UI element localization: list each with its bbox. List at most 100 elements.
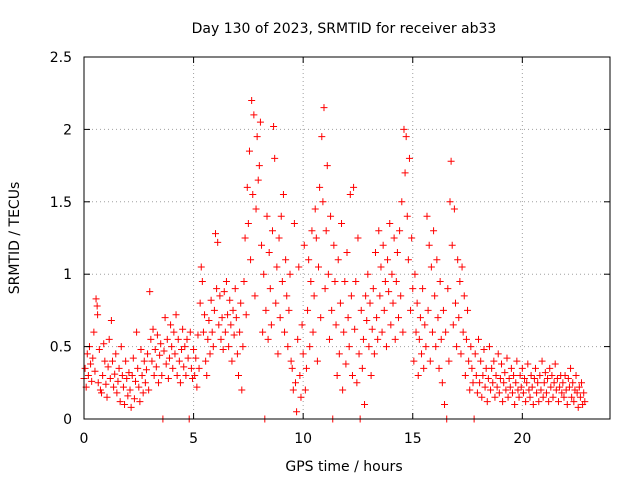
data-point: [173, 372, 181, 380]
data-point: [111, 370, 119, 378]
data-point: [518, 364, 526, 372]
data-point: [101, 357, 109, 365]
data-point: [392, 277, 400, 285]
data-point: [523, 379, 531, 387]
data-point: [393, 248, 401, 256]
data-point: [316, 183, 324, 191]
x-tick-label: 5: [189, 431, 198, 447]
data-point: [526, 393, 534, 401]
data-point: [420, 364, 428, 372]
data-point: [516, 372, 524, 380]
data-point: [479, 372, 487, 380]
data-point: [345, 343, 353, 351]
y-tick-label: 1: [63, 267, 72, 283]
data-point: [466, 386, 474, 394]
data-point: [370, 350, 378, 358]
data-point: [142, 366, 150, 374]
data-point: [385, 288, 393, 296]
data-point: [210, 306, 218, 314]
data-point: [205, 317, 213, 325]
data-point: [402, 133, 410, 141]
data-point: [310, 292, 318, 300]
data-point: [321, 285, 329, 293]
data-point: [119, 383, 127, 391]
data-point: [296, 372, 304, 380]
data-point: [432, 343, 440, 351]
data-point: [307, 277, 315, 285]
data-point: [165, 354, 173, 362]
data-point: [537, 386, 545, 394]
data-point: [199, 328, 207, 336]
data-point: [407, 306, 415, 314]
data-point: [196, 299, 204, 307]
data-point: [172, 311, 180, 319]
data-point: [95, 345, 103, 353]
data-point: [498, 360, 506, 368]
data-point: [409, 285, 417, 293]
data-point: [162, 360, 170, 368]
data-point: [319, 198, 327, 206]
data-point: [226, 296, 234, 304]
data-point: [411, 270, 419, 278]
data-point: [249, 191, 257, 199]
data-point: [217, 335, 225, 343]
data-point: [224, 311, 232, 319]
data-point: [419, 285, 427, 293]
chart-title: Day 130 of 2023, SRMTID for receiver ab3…: [192, 21, 497, 37]
data-point: [251, 292, 259, 300]
data-point: [155, 379, 163, 387]
data-point: [381, 277, 389, 285]
data-point: [457, 350, 465, 358]
data-point: [298, 321, 306, 329]
data-point: [164, 374, 172, 382]
data-point: [113, 389, 121, 397]
data-point: [278, 277, 286, 285]
data-point: [99, 372, 107, 380]
data-point: [453, 343, 461, 351]
data-point: [171, 350, 179, 358]
data-point: [203, 372, 211, 380]
data-point: [422, 343, 430, 351]
data-point: [212, 230, 219, 238]
data-point: [178, 345, 186, 353]
data-point: [578, 379, 586, 387]
data-point: [359, 335, 367, 343]
data-point: [507, 364, 515, 372]
data-point: [133, 328, 141, 336]
data-point: [197, 263, 205, 271]
data-point: [559, 379, 567, 387]
data-point: [351, 325, 359, 333]
data-point: [231, 285, 239, 293]
data-point: [290, 220, 298, 228]
data-point: [563, 401, 571, 409]
data-point: [505, 374, 513, 382]
x-tick-label: 0: [80, 431, 89, 447]
data-point: [418, 350, 426, 358]
data-point: [327, 212, 335, 220]
data-point: [202, 357, 210, 365]
data-point: [129, 354, 137, 362]
data-point: [94, 311, 102, 319]
data-point: [134, 364, 142, 372]
tick-labels: 0 0.5 1 1.5 2 2.5 0 5 10 15 20: [50, 50, 532, 447]
data-point: [181, 343, 189, 351]
data-point: [399, 328, 407, 336]
data-point: [378, 328, 386, 336]
data-point: [169, 364, 177, 372]
data-point: [528, 383, 536, 391]
data-point: [500, 379, 508, 387]
data-point: [517, 383, 525, 391]
data-point: [570, 398, 578, 406]
series-ab33: [80, 96, 589, 423]
data-point: [158, 372, 166, 380]
data-point: [499, 398, 507, 406]
data-point: [214, 238, 222, 246]
data-point: [554, 398, 562, 406]
data-point: [245, 147, 253, 155]
data-point: [575, 383, 583, 391]
data-point: [404, 256, 412, 264]
data-point: [110, 383, 118, 391]
data-point: [548, 372, 556, 380]
data-point: [176, 379, 184, 387]
plot-frame: [83, 56, 611, 420]
